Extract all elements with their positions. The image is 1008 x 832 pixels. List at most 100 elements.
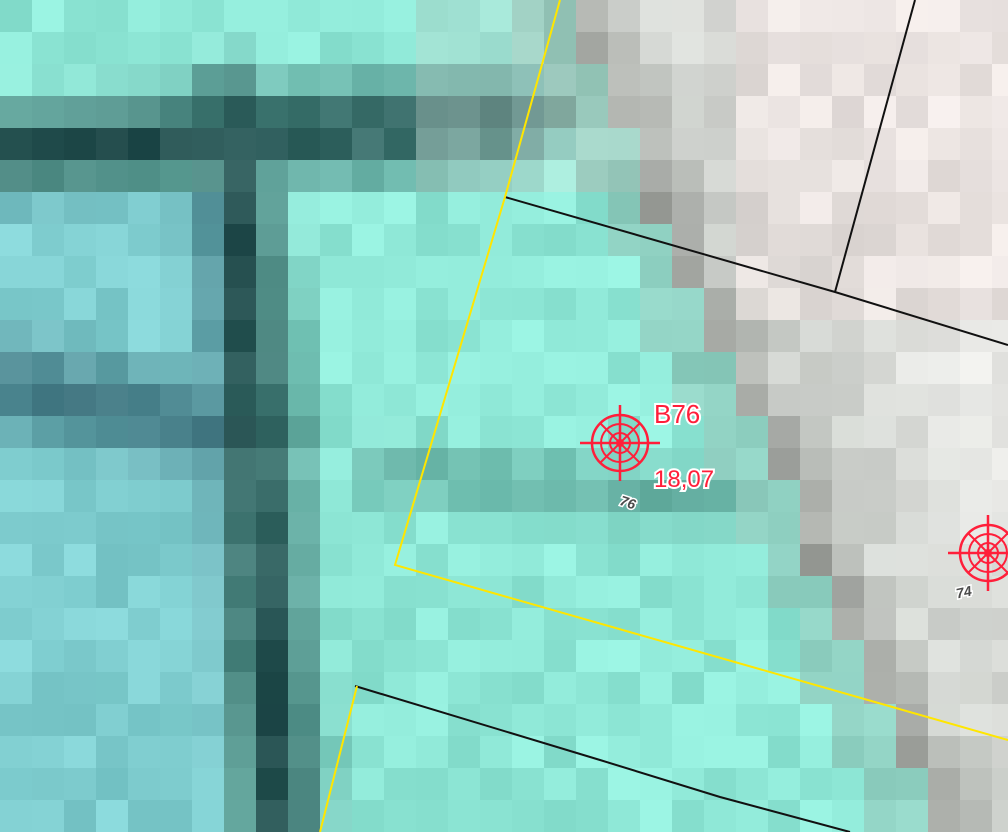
imagery-pixel-tile <box>960 608 992 640</box>
imagery-pixel-tile <box>544 384 576 416</box>
imagery-pixel-tile <box>736 192 768 224</box>
imagery-pixel-tile <box>416 672 448 704</box>
imagery-pixel-tile <box>864 352 896 384</box>
imagery-pixel-tile <box>704 128 736 160</box>
imagery-pixel-tile <box>608 736 640 768</box>
imagery-pixel-tile <box>32 704 64 736</box>
imagery-pixel-tile <box>448 448 480 480</box>
imagery-pixel-tile <box>160 512 192 544</box>
imagery-pixel-tile <box>448 608 480 640</box>
imagery-pixel-tile <box>864 768 896 800</box>
imagery-pixel-tile <box>544 512 576 544</box>
imagery-pixel-tile <box>832 320 864 352</box>
imagery-pixel-tile <box>320 704 352 736</box>
imagery-pixel-tile <box>256 608 288 640</box>
imagery-pixel-tile <box>96 512 128 544</box>
imagery-pixel-tile <box>96 544 128 576</box>
imagery-pixel-tile <box>640 672 672 704</box>
imagery-pixel-tile <box>128 736 160 768</box>
imagery-pixel-tile <box>544 0 576 32</box>
imagery-pixel-tile <box>192 352 224 384</box>
imagery-pixel-tile <box>96 672 128 704</box>
imagery-pixel-tile <box>192 416 224 448</box>
imagery-pixel-tile <box>640 384 672 416</box>
imagery-pixel-tile <box>832 608 864 640</box>
imagery-pixel-tile <box>320 800 352 832</box>
imagery-pixel-tile <box>928 544 960 576</box>
imagery-pixel-tile <box>640 608 672 640</box>
imagery-pixel-tile <box>32 448 64 480</box>
imagery-pixel-tile <box>320 64 352 96</box>
imagery-pixel-tile <box>384 736 416 768</box>
imagery-pixel-tile <box>32 384 64 416</box>
imagery-pixel-tile <box>672 448 704 480</box>
imagery-pixel-tile <box>320 672 352 704</box>
imagery-pixel-tile <box>864 0 896 32</box>
imagery-pixel-tile <box>576 320 608 352</box>
imagery-pixel-tile <box>832 96 864 128</box>
imagery-pixel-tile <box>768 672 800 704</box>
imagery-pixel-tile <box>704 288 736 320</box>
imagery-pixel-tile <box>256 288 288 320</box>
imagery-pixel-tile <box>672 800 704 832</box>
imagery-pixel-tile <box>640 64 672 96</box>
survey-point-b76[interactable]: B76 18,07 76 <box>580 397 716 514</box>
imagery-pixel-tile <box>800 224 832 256</box>
imagery-pixel-tile <box>640 288 672 320</box>
imagery-pixel-tile <box>928 128 960 160</box>
imagery-pixel-tile <box>32 768 64 800</box>
imagery-pixel-tile <box>960 0 992 32</box>
imagery-pixel-tile <box>288 320 320 352</box>
cadastral-boundary-line <box>354 685 851 832</box>
imagery-pixel-tile <box>640 320 672 352</box>
imagery-pixel-tile <box>992 448 1008 480</box>
imagery-pixel-tile <box>64 384 96 416</box>
imagery-pixel-tile <box>224 544 256 576</box>
imagery-pixel-tile <box>192 512 224 544</box>
imagery-pixel-tile <box>704 608 736 640</box>
imagery-pixel-tile <box>32 160 64 192</box>
imagery-pixel-tile <box>576 480 608 512</box>
imagery-pixel-tile <box>896 320 928 352</box>
imagery-pixel-tile <box>64 512 96 544</box>
imagery-pixel-tile <box>288 160 320 192</box>
imagery-pixel-tile <box>768 576 800 608</box>
survey-point-74[interactable]: 74 <box>948 515 1008 603</box>
imagery-pixel-tile <box>480 800 512 832</box>
imagery-pixel-tile <box>32 224 64 256</box>
imagery-pixel-tile <box>192 0 224 32</box>
imagery-pixel-tile <box>320 320 352 352</box>
imagery-pixel-tile <box>448 800 480 832</box>
imagery-pixel-tile <box>96 192 128 224</box>
imagery-pixel-tile <box>896 608 928 640</box>
imagery-pixel-tile <box>960 224 992 256</box>
imagery-pixel-tile <box>800 128 832 160</box>
target-crosshair-icon <box>948 515 1008 591</box>
imagery-pixel-tile <box>768 768 800 800</box>
imagery-pixel-tile <box>256 160 288 192</box>
imagery-pixel-tile <box>448 256 480 288</box>
imagery-pixel-tile <box>800 64 832 96</box>
imagery-pixel-tile <box>768 416 800 448</box>
imagery-pixel-tile <box>64 672 96 704</box>
imagery-pixel-tile <box>800 288 832 320</box>
imagery-pixel-tile <box>64 640 96 672</box>
imagery-pixel-tile <box>96 256 128 288</box>
imagery-pixel-tile <box>512 256 544 288</box>
imagery-pixel-tile <box>704 384 736 416</box>
imagery-pixel-tile <box>672 256 704 288</box>
imagery-pixel-tile <box>640 32 672 64</box>
imagery-pixel-tile <box>448 192 480 224</box>
imagery-pixel-tile <box>128 672 160 704</box>
imagery-pixel-tile <box>32 416 64 448</box>
imagery-pixel-tile <box>384 160 416 192</box>
imagery-pixel-tile <box>512 640 544 672</box>
imagery-pixel-tile <box>384 288 416 320</box>
imagery-pixel-tile <box>0 608 32 640</box>
imagery-pixel-tile <box>160 64 192 96</box>
imagery-pixel-tile <box>0 768 32 800</box>
imagery-pixel-tile <box>288 672 320 704</box>
imagery-pixel-tile <box>416 64 448 96</box>
